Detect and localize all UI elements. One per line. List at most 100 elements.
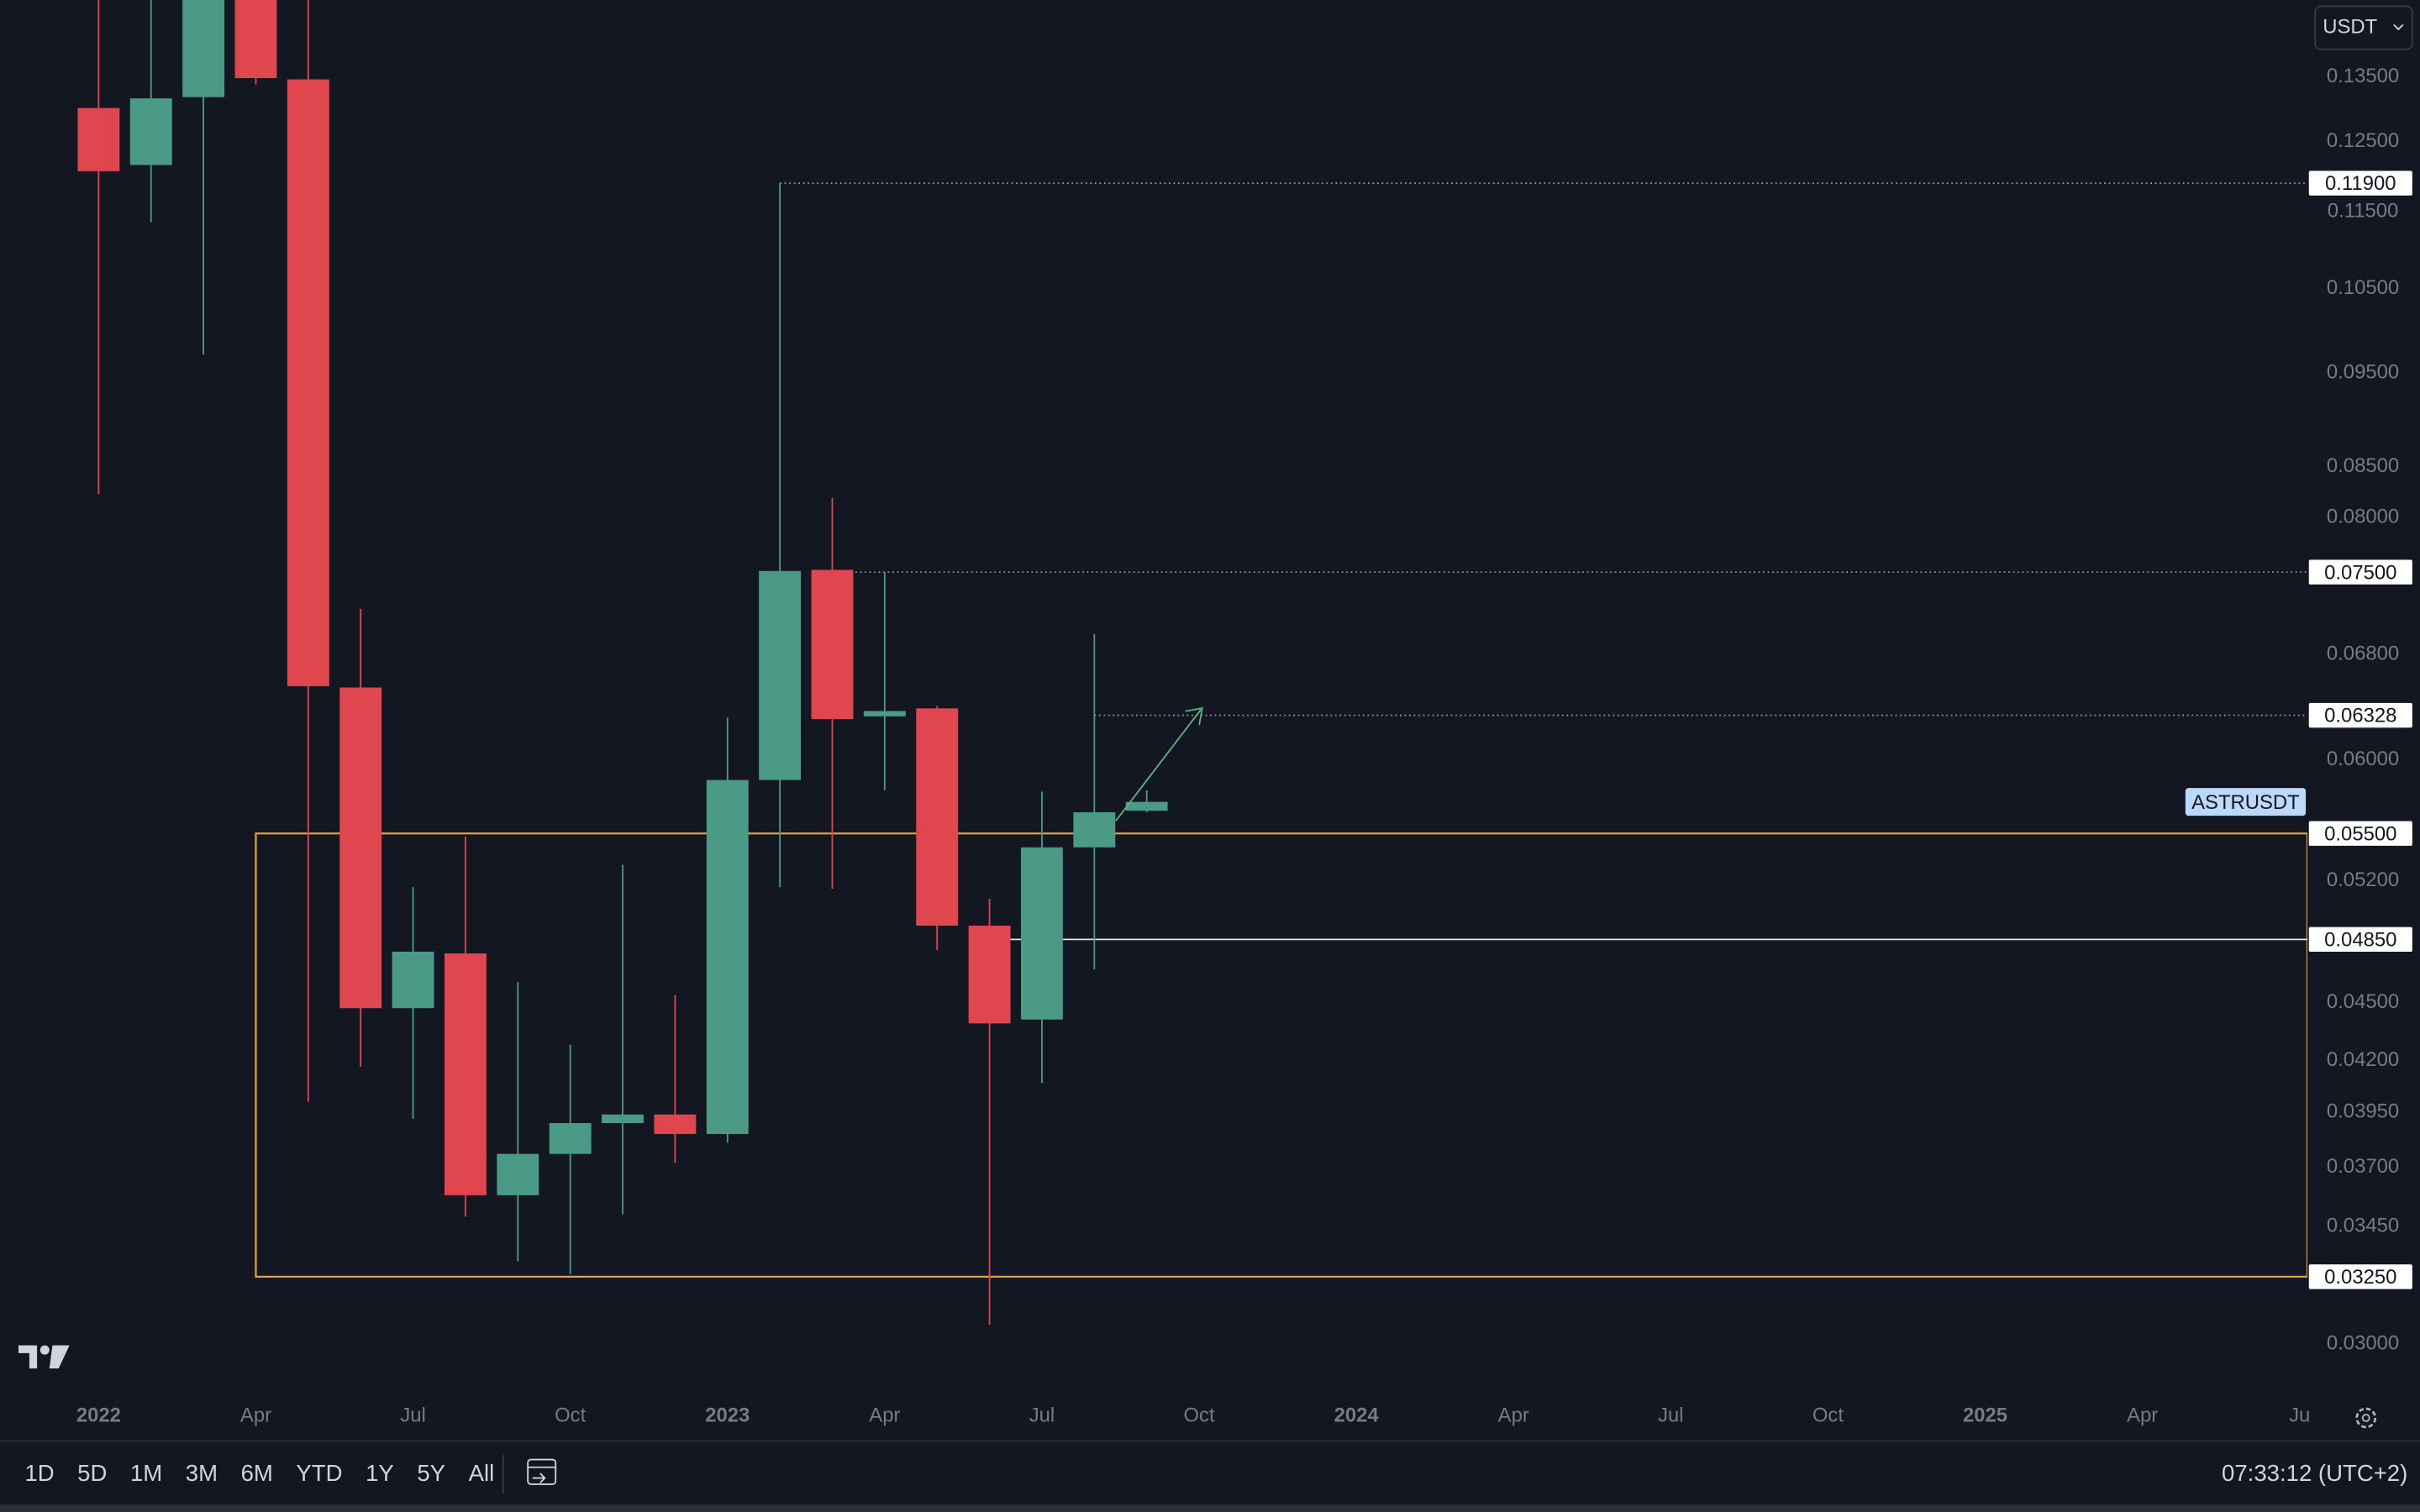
y-tick-label: 0.10500 (2327, 276, 2399, 299)
x-tick-label: Apr (240, 1404, 271, 1426)
y-tick-label: 0.04500 (2327, 990, 2399, 1013)
candle-body (602, 1114, 644, 1124)
range-button[interactable]: 1M (130, 1460, 162, 1486)
tv-logo (18, 1345, 70, 1369)
candle-body (234, 0, 277, 79)
candle-body (759, 570, 802, 780)
candle-body (182, 0, 225, 97)
y-tick-label: 0.03700 (2327, 1155, 2399, 1178)
plot-area (77, 0, 2307, 1326)
toolbar: 1D 5D 1M 3M 6M YTD 1Y 5Y All (24, 1460, 494, 1486)
x-tick-label: 2023 (705, 1404, 750, 1426)
range-button[interactable]: 5Y (417, 1460, 445, 1486)
logo-part (18, 1345, 38, 1369)
x-tick-label: Jul (400, 1404, 426, 1426)
clock: 07:33:12 (UTC+2) (2222, 1460, 2407, 1486)
zone-bottom-label: 0.03250 (2324, 1266, 2396, 1289)
y-tick-label: 0.12500 (2327, 129, 2399, 152)
symbol-box (2185, 788, 2307, 816)
y-tick-label: 0.03000 (2327, 1331, 2399, 1354)
level-box (2308, 559, 2412, 585)
candle-body (1021, 847, 1063, 1020)
x-tick-label: Jul (1658, 1404, 1684, 1426)
level-box (2308, 927, 2412, 953)
candle-body (392, 951, 434, 1009)
range-button[interactable]: 1Y (366, 1460, 394, 1486)
level-label: 0.11900 (2325, 172, 2396, 195)
x-tick-label: Oct (1812, 1404, 1844, 1426)
level-label: 0.04850 (2324, 929, 2396, 952)
calendar-icon[interactable] (527, 1458, 557, 1485)
y-tick-label: 0.13500 (2327, 65, 2399, 87)
chevron (2393, 24, 2404, 31)
candle-body (549, 1123, 592, 1154)
price-axis: 0.13500 0.12500 0.11500 0.10500 0.09500 0.085… (2308, 65, 2412, 1354)
x-tick-label: 2022 (76, 1404, 121, 1426)
range-button[interactable]: YTD (296, 1460, 342, 1486)
x-tick-label: 2025 (1963, 1404, 2007, 1426)
arrow-annotation (1115, 709, 1202, 822)
range-button[interactable]: 1D (24, 1460, 54, 1486)
calendar-arrow (532, 1473, 546, 1483)
level-box (2308, 702, 2412, 728)
x-tick-label: Apr (1498, 1404, 1529, 1426)
y-tick-label: 0.03450 (2327, 1214, 2399, 1236)
zone-bottom-box (2308, 1264, 2412, 1289)
candle-body (654, 1114, 697, 1134)
candle-body (916, 708, 959, 926)
bottom-strip (0, 1504, 2420, 1512)
y-tick-label: 0.03950 (2327, 1100, 2399, 1123)
candle-body (339, 687, 382, 1009)
currency[interactable]: USDT (2323, 15, 2377, 38)
y-tick-label: 0.05200 (2327, 869, 2399, 891)
zone-top-label: 0.05500 (2324, 822, 2396, 845)
zone (255, 832, 2307, 1278)
y-tick-label: 0.04200 (2327, 1048, 2399, 1071)
logo-part (49, 1345, 70, 1369)
dropdown-box[interactable] (2314, 5, 2413, 50)
x-tick-label: Jul (1029, 1404, 1055, 1426)
range-button[interactable]: 6M (241, 1460, 273, 1486)
candle-body (77, 108, 120, 171)
arrow-head (1185, 706, 1203, 726)
gear-center (2361, 1413, 2370, 1422)
x-tick-label: Oct (1183, 1404, 1214, 1426)
candle-body (706, 780, 749, 1134)
range-button[interactable]: All (469, 1460, 495, 1486)
candle-body (1073, 811, 1116, 848)
candle-body (811, 570, 854, 719)
y-tick-label: 0.09500 (2327, 360, 2399, 383)
candle-body (287, 79, 329, 686)
candle-body (1125, 801, 1168, 811)
y-tick-label: 0.06800 (2327, 643, 2399, 665)
x-tick-label: Oct (555, 1404, 586, 1426)
x-tick-label: Ju (2289, 1404, 2310, 1426)
zone-top-box (2308, 821, 2412, 846)
date-range-button[interactable] (527, 1458, 557, 1485)
currency-dropdown[interactable]: USDT (2314, 5, 2413, 50)
x-tick-label: Apr (2127, 1404, 2158, 1426)
y-tick-label: 0.08000 (2327, 506, 2399, 528)
candle-body (497, 1153, 539, 1195)
y-tick-label: 0.08500 (2327, 454, 2399, 477)
candle-body (444, 953, 487, 1195)
settings-gear[interactable] (2355, 1407, 2377, 1429)
logo-part (39, 1345, 50, 1355)
range-button[interactable]: 3M (186, 1460, 218, 1486)
candle-body (968, 925, 1011, 1024)
level-label: 0.07500 (2324, 561, 2396, 584)
x-tick-label: 2024 (1334, 1404, 1380, 1426)
candle-body (863, 711, 906, 717)
y-tick-label: 0.11500 (2328, 200, 2398, 223)
level-label: 0.06328 (2324, 705, 2396, 727)
symbol-label: ASTRUSDT (2191, 791, 2300, 814)
candle-body (129, 98, 172, 165)
x-tick-label: Apr (869, 1404, 900, 1426)
gear[interactable] (2355, 1407, 2377, 1429)
y-tick-label: 0.06000 (2327, 748, 2399, 770)
level-box (2308, 171, 2412, 196)
range-button[interactable]: 5D (77, 1460, 107, 1486)
